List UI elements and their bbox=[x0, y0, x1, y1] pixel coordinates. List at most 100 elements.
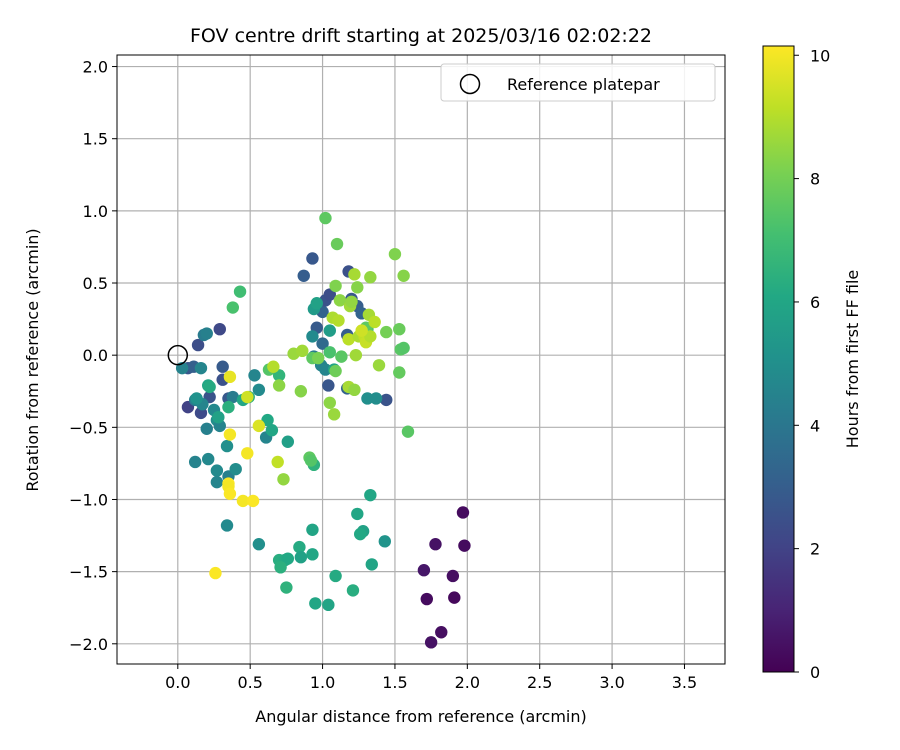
data-point bbox=[252, 419, 266, 433]
data-point bbox=[265, 424, 279, 437]
data-point bbox=[210, 464, 224, 477]
y-tick-label: 0.0 bbox=[83, 346, 108, 365]
data-point bbox=[281, 435, 295, 448]
x-tick-label: 3.0 bbox=[599, 673, 624, 692]
data-point bbox=[212, 411, 225, 424]
colorbar-tick-label: 8 bbox=[810, 170, 820, 189]
data-point bbox=[330, 237, 344, 251]
data-point bbox=[335, 350, 348, 363]
data-point bbox=[342, 333, 355, 346]
data-point bbox=[200, 327, 213, 340]
data-point bbox=[203, 380, 216, 394]
data-point bbox=[294, 385, 308, 398]
y-tick-label: −1.0 bbox=[69, 490, 108, 509]
y-tick-label: 0.5 bbox=[83, 274, 108, 293]
y-tick-label: 1.5 bbox=[83, 130, 108, 149]
y-tick-label: −0.5 bbox=[69, 418, 108, 437]
y-tick-label: −1.5 bbox=[69, 563, 108, 582]
chart-title: FOV centre drift starting at 2025/03/16 … bbox=[190, 25, 652, 47]
data-point bbox=[202, 452, 215, 466]
data-point bbox=[368, 315, 381, 329]
legend-marker-icon bbox=[459, 73, 481, 95]
data-point bbox=[372, 359, 386, 372]
data-point bbox=[222, 400, 235, 414]
data-point bbox=[306, 330, 319, 343]
data-point bbox=[310, 297, 323, 310]
data-point bbox=[312, 351, 325, 365]
data-point bbox=[378, 535, 392, 548]
data-point bbox=[349, 348, 363, 362]
data-point bbox=[216, 360, 229, 373]
data-point bbox=[220, 439, 234, 453]
data-point bbox=[401, 425, 415, 438]
x-axis-label: Angular distance from reference (arcmin) bbox=[255, 707, 586, 726]
data-point bbox=[380, 393, 393, 407]
data-point bbox=[306, 548, 319, 561]
data-point bbox=[355, 324, 368, 337]
data-points bbox=[175, 211, 471, 649]
data-point bbox=[435, 626, 448, 639]
data-point bbox=[274, 561, 287, 574]
data-point bbox=[248, 369, 261, 382]
data-point bbox=[323, 346, 336, 359]
data-point bbox=[271, 455, 284, 469]
data-point bbox=[365, 558, 378, 571]
data-point bbox=[329, 279, 342, 293]
data-point bbox=[200, 422, 213, 435]
x-tick-label: 2.5 bbox=[527, 673, 552, 692]
data-point bbox=[319, 363, 332, 376]
data-point bbox=[380, 325, 393, 339]
data-point bbox=[397, 269, 410, 282]
data-point bbox=[393, 322, 406, 336]
data-point bbox=[229, 462, 242, 476]
data-point bbox=[194, 361, 208, 375]
data-point bbox=[448, 591, 461, 604]
data-point bbox=[417, 563, 431, 577]
data-point bbox=[345, 295, 358, 308]
data-point bbox=[364, 488, 377, 502]
data-point bbox=[348, 268, 361, 281]
data-point bbox=[267, 360, 280, 373]
x-tick-label: 0.5 bbox=[237, 673, 262, 692]
data-point bbox=[277, 473, 290, 486]
legend-box bbox=[440, 63, 716, 102]
data-point bbox=[233, 285, 247, 298]
data-point bbox=[294, 551, 308, 564]
colorbar-tick-label: 6 bbox=[810, 293, 820, 312]
data-point bbox=[351, 507, 364, 521]
data-point bbox=[223, 487, 237, 500]
data-point bbox=[458, 539, 471, 552]
data-point bbox=[323, 396, 336, 409]
data-point bbox=[246, 494, 260, 508]
data-point bbox=[220, 519, 234, 532]
data-point bbox=[354, 527, 367, 541]
data-point bbox=[348, 383, 361, 397]
data-point bbox=[364, 271, 377, 284]
colorbar-label: Hours from first FF file bbox=[843, 270, 862, 449]
data-point bbox=[319, 211, 332, 225]
data-point bbox=[446, 569, 460, 583]
data-point bbox=[397, 341, 410, 355]
x-tick-label: 1.0 bbox=[310, 673, 335, 692]
data-point bbox=[306, 523, 319, 536]
y-axis-ticks: −2.0 −1.5 −1.0 −0.5 0.0 0.5 1.0 1.5 2.0 bbox=[69, 58, 117, 654]
data-point bbox=[213, 322, 226, 336]
data-point bbox=[252, 538, 266, 551]
x-tick-label: 0.0 bbox=[165, 673, 190, 692]
data-point bbox=[241, 390, 254, 404]
x-tick-label: 1.5 bbox=[382, 673, 407, 692]
x-tick-label: 3.5 bbox=[672, 673, 697, 692]
data-point bbox=[333, 294, 347, 307]
data-point bbox=[272, 379, 286, 392]
data-point bbox=[329, 569, 342, 583]
colorbar-gradient bbox=[762, 45, 795, 673]
colorbar-tick-label: 10 bbox=[810, 46, 830, 65]
data-point bbox=[388, 247, 402, 261]
data-point bbox=[322, 379, 335, 392]
legend-entry-reference-platepar: Reference platepar bbox=[507, 75, 660, 94]
y-tick-label: 1.0 bbox=[83, 202, 108, 221]
data-point bbox=[429, 538, 442, 551]
colorbar-tick-label: 0 bbox=[810, 663, 820, 682]
data-point bbox=[280, 581, 293, 594]
